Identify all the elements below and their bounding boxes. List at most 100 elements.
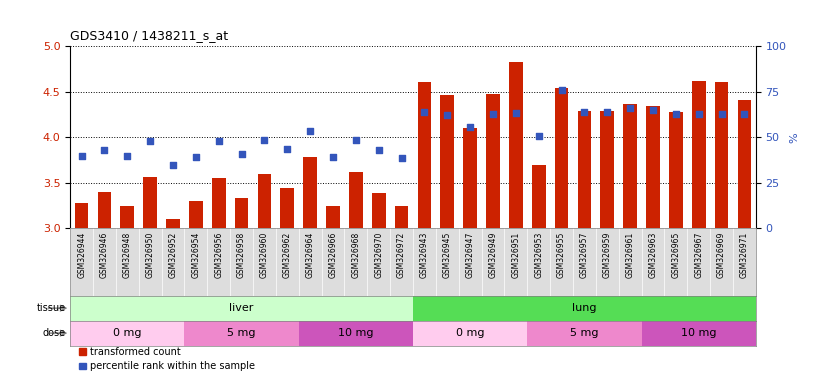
Bar — [235, 199, 249, 228]
Point — [509, 109, 523, 116]
Bar — [646, 106, 660, 228]
Text: GSM326954: GSM326954 — [192, 232, 201, 278]
Text: GSM326956: GSM326956 — [214, 232, 223, 278]
Bar — [395, 206, 408, 228]
Text: GSM326965: GSM326965 — [672, 232, 681, 278]
Bar — [692, 81, 705, 228]
Point — [98, 147, 112, 153]
Text: GSM326969: GSM326969 — [717, 232, 726, 278]
Bar — [418, 82, 431, 228]
Bar — [440, 95, 454, 228]
Point — [647, 107, 660, 113]
Text: dose: dose — [43, 328, 66, 338]
Text: GSM326955: GSM326955 — [557, 232, 566, 278]
Text: GSM326952: GSM326952 — [169, 232, 178, 278]
Point — [189, 154, 202, 161]
Bar — [555, 88, 568, 228]
Text: GDS3410 / 1438211_s_at: GDS3410 / 1438211_s_at — [70, 29, 228, 42]
Text: GSM326943: GSM326943 — [420, 232, 429, 278]
Y-axis label: %: % — [790, 132, 800, 142]
Point — [349, 137, 363, 143]
Bar — [144, 177, 157, 228]
Text: 10 mg: 10 mg — [681, 328, 716, 338]
Text: 10 mg: 10 mg — [338, 328, 373, 338]
Text: GSM326949: GSM326949 — [488, 232, 497, 278]
Text: GSM326967: GSM326967 — [694, 232, 703, 278]
Bar — [714, 82, 729, 228]
Text: GSM326957: GSM326957 — [580, 232, 589, 278]
Bar — [601, 111, 614, 228]
Point — [121, 153, 134, 159]
Text: GSM326963: GSM326963 — [648, 232, 657, 278]
Bar — [349, 172, 363, 228]
Text: 5 mg: 5 mg — [227, 328, 256, 338]
Point — [578, 109, 591, 115]
Point — [418, 109, 431, 115]
Text: GSM326972: GSM326972 — [397, 232, 406, 278]
Bar — [258, 174, 271, 228]
Text: GSM326966: GSM326966 — [329, 232, 338, 278]
Text: GSM326959: GSM326959 — [603, 232, 612, 278]
Bar — [372, 193, 386, 228]
Point — [555, 87, 568, 93]
Text: GSM326948: GSM326948 — [123, 232, 132, 278]
Point — [304, 128, 317, 134]
Bar — [70, 296, 413, 321]
Bar — [326, 206, 339, 228]
Point — [326, 154, 339, 161]
Text: GSM326958: GSM326958 — [237, 232, 246, 278]
Bar — [624, 104, 637, 228]
Point — [235, 151, 249, 157]
Text: 0 mg: 0 mg — [456, 328, 484, 338]
Text: liver: liver — [230, 303, 254, 313]
Point — [258, 137, 271, 143]
Bar — [70, 321, 184, 346]
Bar — [738, 100, 751, 228]
Bar — [669, 112, 682, 228]
Text: GSM326945: GSM326945 — [443, 232, 452, 278]
Bar — [487, 93, 500, 228]
Bar — [463, 128, 477, 228]
Text: 5 mg: 5 mg — [570, 328, 599, 338]
Text: GSM326962: GSM326962 — [282, 232, 292, 278]
Bar — [303, 157, 317, 228]
Text: GSM326970: GSM326970 — [374, 232, 383, 278]
Bar — [413, 296, 756, 321]
Bar — [642, 321, 756, 346]
Bar — [281, 189, 294, 228]
Point — [212, 138, 225, 144]
Text: GSM326971: GSM326971 — [740, 232, 749, 278]
Point — [532, 133, 545, 139]
Bar — [509, 61, 523, 228]
Text: lung: lung — [572, 303, 596, 313]
Point — [738, 111, 751, 118]
Point — [75, 153, 88, 159]
Point — [281, 146, 294, 152]
Text: GSM326961: GSM326961 — [625, 232, 634, 278]
Bar — [577, 111, 591, 228]
Bar — [166, 219, 180, 228]
Bar — [75, 203, 88, 228]
Point — [692, 111, 705, 117]
Text: GSM326968: GSM326968 — [351, 232, 360, 278]
Bar — [532, 165, 545, 228]
Point — [395, 155, 408, 161]
Bar — [212, 178, 225, 228]
Point — [463, 124, 477, 130]
Bar — [121, 206, 134, 228]
Bar — [527, 321, 642, 346]
Point — [144, 138, 157, 144]
Text: GSM326964: GSM326964 — [306, 232, 315, 278]
Point — [487, 111, 500, 118]
Point — [373, 147, 386, 153]
Point — [669, 111, 682, 118]
Text: GSM326944: GSM326944 — [77, 232, 86, 278]
Bar — [97, 192, 112, 228]
Point — [624, 105, 637, 111]
Bar — [189, 201, 202, 228]
Text: GSM326950: GSM326950 — [145, 232, 154, 278]
Text: 0 mg: 0 mg — [113, 328, 141, 338]
Point — [441, 112, 454, 118]
Text: GSM326953: GSM326953 — [534, 232, 544, 278]
Text: GSM326951: GSM326951 — [511, 232, 520, 278]
